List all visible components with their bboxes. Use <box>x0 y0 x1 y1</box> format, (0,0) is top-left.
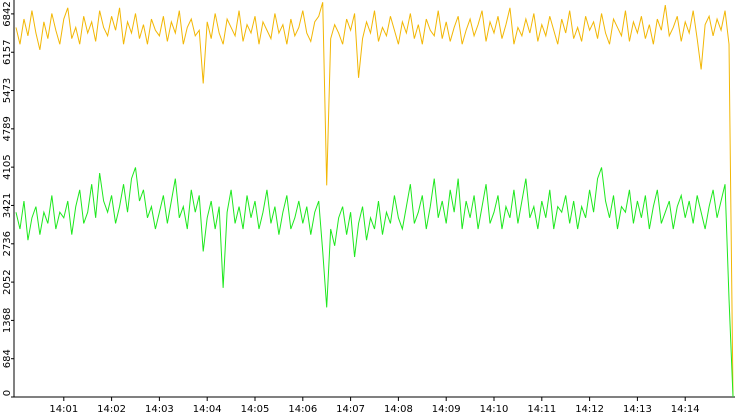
y-tick-label: 3421 <box>2 193 13 218</box>
x-tick-label: 14:09 <box>432 404 461 415</box>
x-tick-label: 14:14 <box>671 404 700 415</box>
x-tick-label: 14:12 <box>575 404 604 415</box>
y-tick-label: 4105 <box>2 154 13 179</box>
x-tick-label: 14:05 <box>241 404 270 415</box>
x-tick-label: 14:13 <box>623 404 652 415</box>
x-tick-label: 14:04 <box>193 404 222 415</box>
x-tick-label: 14:06 <box>288 404 317 415</box>
x-tick-label: 14:07 <box>336 404 365 415</box>
y-tick-label: 4789 <box>2 116 13 141</box>
y-tick-label: 0 <box>2 390 13 396</box>
y-tick-label: 1368 <box>2 308 13 333</box>
line-series <box>15 2 734 398</box>
y-tick-label: 5473 <box>2 78 13 103</box>
y-tick-label: 684 <box>2 349 13 368</box>
line-series <box>15 167 734 398</box>
x-tick-label: 14:10 <box>480 404 509 415</box>
x-tick-label: 14:02 <box>97 404 126 415</box>
y-tick-label: 6842 <box>2 1 13 26</box>
x-tick-label: 14:08 <box>384 404 413 415</box>
y-tick-label: 2052 <box>2 269 13 294</box>
y-tick-label: 6157 <box>2 40 13 65</box>
x-tick-label: 14:11 <box>527 404 556 415</box>
y-tick-label: 2736 <box>2 231 13 256</box>
x-tick-label: 14:01 <box>49 404 78 415</box>
x-tick-label: 14:03 <box>145 404 174 415</box>
